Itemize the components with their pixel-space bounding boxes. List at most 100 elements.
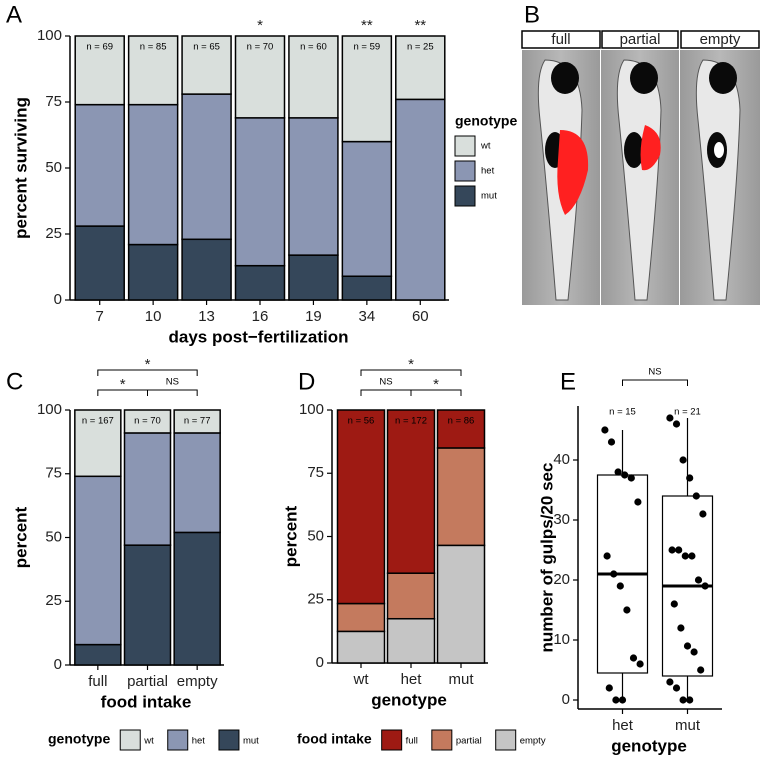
comparison-label: * — [408, 356, 414, 373]
comparison-bracket — [410, 389, 462, 396]
y-tick-label: 100 — [37, 401, 62, 418]
y-tick-label: 25 — [45, 592, 62, 609]
n-label: n = 77 — [184, 416, 211, 427]
x-tick-label: 7 — [96, 308, 104, 325]
data-point — [621, 471, 629, 479]
data-point — [688, 552, 696, 560]
bar-segment — [341, 35, 393, 143]
bar-segment — [386, 617, 436, 664]
n-label: n = 172 — [395, 416, 427, 427]
x-tick-label: wt — [353, 671, 370, 688]
data-point — [610, 570, 618, 578]
legend-label: mut — [481, 191, 497, 202]
y-tick-label: 25 — [45, 225, 62, 242]
significance: ** — [361, 17, 373, 34]
comparison-bracket — [360, 369, 462, 376]
legend-label: het — [481, 166, 495, 177]
bar-segment — [74, 225, 125, 301]
x-tick-label: full — [88, 673, 107, 690]
comparison-label: * — [145, 356, 151, 373]
x-tick-label: partial — [127, 673, 168, 690]
bar-segment — [181, 93, 232, 241]
x-tick-label: mut — [448, 671, 474, 688]
y-axis-title: percent surviving — [11, 97, 30, 239]
y-tick-label: 75 — [45, 465, 62, 482]
data-point — [692, 492, 700, 500]
y-tick-label: 100 — [37, 27, 62, 44]
data-point — [677, 624, 685, 632]
bar-segment — [386, 409, 436, 574]
n-label: n = 65 — [193, 42, 220, 53]
x-tick-label: 60 — [412, 308, 429, 325]
comparison-label: NS — [648, 367, 661, 378]
bar-segment — [341, 275, 393, 301]
data-point — [636, 660, 644, 668]
n-label: n = 70 — [134, 416, 161, 427]
n-label: n = 21 — [674, 407, 701, 418]
chart-panel: A 0 25 50 75 100 7 10 13 16 19 34 60 days post−fertil… — [6, 1, 517, 346]
y-tick-label: 50 — [307, 527, 324, 544]
comparison-bracket — [622, 379, 688, 386]
significance: * — [257, 17, 263, 34]
x-tick-label: het — [612, 717, 634, 734]
legend-swatch — [431, 729, 453, 751]
bar-segment — [74, 35, 125, 106]
bar-segment — [123, 544, 172, 666]
x-axis-title: genotype — [611, 736, 687, 755]
bar-segment — [234, 35, 286, 119]
comparison-bracket — [360, 389, 412, 396]
bar-segment — [127, 35, 179, 106]
data-point — [697, 666, 705, 674]
legend-label: wt — [480, 141, 491, 152]
data-point — [618, 696, 627, 704]
bar-segment — [127, 243, 179, 301]
n-label: n = 59 — [354, 42, 381, 53]
bar-segment — [74, 409, 122, 478]
panel-letter: D — [298, 368, 315, 395]
y-tick-label: 20 — [553, 571, 570, 588]
image-label: empty — [700, 31, 741, 48]
bar-segment — [288, 254, 339, 301]
data-point — [666, 678, 674, 686]
bar-segment — [173, 409, 221, 434]
data-point — [616, 582, 624, 590]
data-point — [672, 684, 681, 692]
y-tick-label: 0 — [562, 691, 570, 708]
y-axis-title: percent — [11, 506, 30, 568]
y-tick-label: 50 — [45, 159, 62, 176]
fish-images — [522, 50, 760, 305]
x-tick-label: 13 — [198, 308, 215, 325]
comparison-label: * — [120, 376, 126, 393]
n-label: n = 69 — [86, 42, 113, 53]
bar-segment — [181, 238, 232, 301]
data-point — [603, 552, 611, 560]
bar-segment — [74, 475, 122, 646]
legend-label: wt — [143, 736, 154, 747]
bar-segment — [395, 98, 446, 301]
n-label: n = 56 — [348, 416, 375, 427]
bar-segment — [336, 602, 386, 633]
data-point — [670, 600, 678, 608]
n-label: n = 167 — [82, 416, 114, 427]
legend-swatch — [495, 729, 517, 751]
comparison-label: * — [433, 376, 439, 393]
n-label: n = 86 — [448, 416, 475, 427]
bar-segment — [288, 117, 339, 256]
data-point — [614, 468, 622, 476]
n-label: n = 85 — [140, 42, 167, 53]
bar-segment — [234, 117, 286, 267]
bar-segment — [288, 35, 339, 119]
y-tick-label: 10 — [553, 631, 570, 648]
data-point — [666, 414, 674, 422]
x-tick-label: 10 — [145, 308, 162, 325]
data-point — [686, 696, 694, 704]
data-point — [694, 576, 703, 584]
legend-label: empty — [520, 736, 546, 747]
y-tick-label: 40 — [553, 451, 570, 468]
legend-title: genotype — [455, 113, 517, 129]
legend-label: full — [406, 736, 418, 747]
data-point — [623, 606, 631, 614]
legend-swatch — [218, 729, 240, 751]
y-tick-label: 50 — [45, 528, 62, 545]
